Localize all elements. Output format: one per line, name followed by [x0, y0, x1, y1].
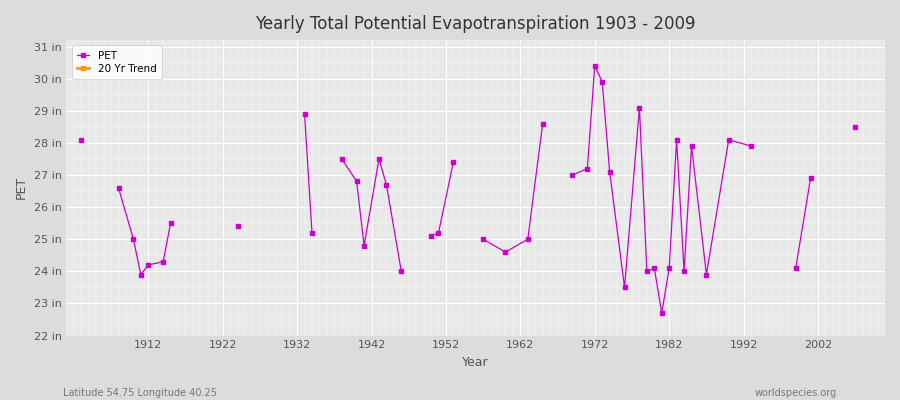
- Text: Latitude 54.75 Longitude 40.25: Latitude 54.75 Longitude 40.25: [63, 388, 217, 398]
- Y-axis label: PET: PET: [15, 176, 28, 200]
- Title: Yearly Total Potential Evapotranspiration 1903 - 2009: Yearly Total Potential Evapotranspiratio…: [256, 15, 696, 33]
- Legend: PET, 20 Yr Trend: PET, 20 Yr Trend: [72, 45, 162, 79]
- X-axis label: Year: Year: [463, 356, 489, 369]
- Text: worldspecies.org: worldspecies.org: [755, 388, 837, 398]
